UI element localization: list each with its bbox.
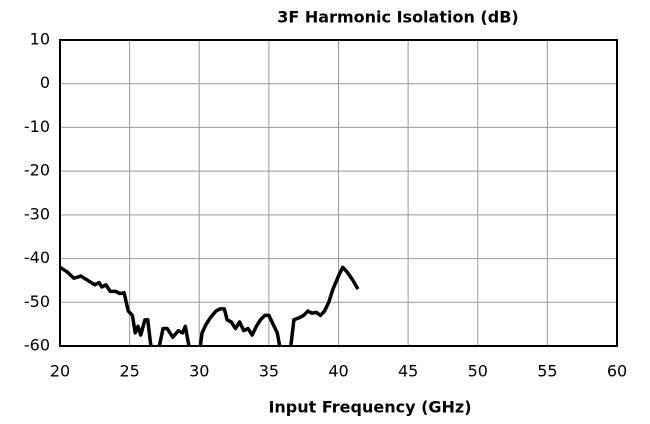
x-tick-label: 25 <box>119 362 139 381</box>
x-tick-label: 20 <box>50 362 70 381</box>
x-tick-label: 50 <box>468 362 488 381</box>
x-tick-label: 45 <box>398 362 418 381</box>
x-axis-label: Input Frequency (GHz) <box>268 398 471 417</box>
y-tick-label: -20 <box>24 161 50 180</box>
data-line <box>60 265 360 346</box>
y-tick-label: -10 <box>24 117 50 136</box>
plot-frame <box>59 39 618 347</box>
x-tick-label: 60 <box>607 362 627 381</box>
y-tick-label: -60 <box>24 336 50 355</box>
x-tick-label: 55 <box>537 362 557 381</box>
x-tick-label: 35 <box>259 362 279 381</box>
y-tick-label: -40 <box>24 248 50 267</box>
x-tick-label: 30 <box>189 362 209 381</box>
chart-title: 3F Harmonic Isolation (dB) <box>277 8 518 27</box>
x-tick-label: 40 <box>328 362 348 381</box>
y-tick-label: 0 <box>40 73 50 92</box>
y-tick-label: 10 <box>30 30 50 49</box>
y-tick-label: -50 <box>24 292 50 311</box>
y-tick-label: -30 <box>24 204 50 223</box>
